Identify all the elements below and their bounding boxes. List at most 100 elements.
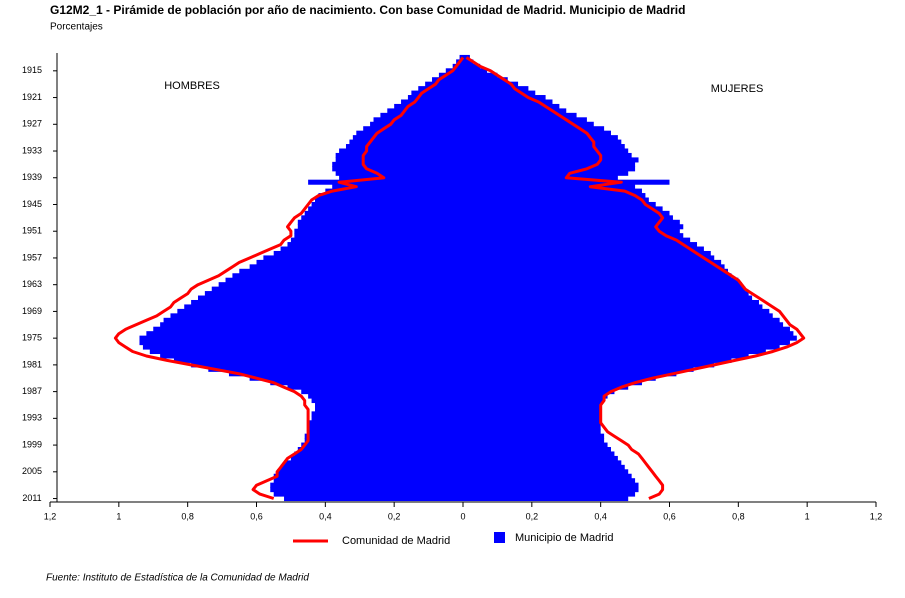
- bar: [463, 157, 639, 163]
- x-tick-label: 0,4: [594, 511, 607, 521]
- bar: [304, 433, 463, 439]
- bar: [463, 366, 694, 372]
- bar: [463, 357, 732, 363]
- bar: [153, 326, 463, 332]
- bar: [184, 304, 463, 310]
- bar: [463, 95, 546, 101]
- bar: [463, 375, 656, 381]
- y-tick-label: 1981: [22, 359, 42, 369]
- bar: [463, 415, 601, 421]
- bar: [463, 112, 577, 118]
- bar: [463, 313, 773, 319]
- bar: [463, 295, 753, 301]
- bar: [294, 233, 463, 239]
- bar: [463, 402, 601, 408]
- bar: [463, 210, 670, 216]
- y-tick-label: 1921: [22, 92, 42, 102]
- bar: [463, 411, 601, 417]
- bar: [463, 433, 605, 439]
- bar: [463, 121, 594, 127]
- bar: [284, 460, 463, 466]
- bar: [463, 340, 790, 346]
- bar: [315, 402, 463, 408]
- bar: [463, 148, 629, 154]
- bar: [280, 464, 463, 470]
- bar: [463, 215, 673, 221]
- bar: [463, 299, 759, 306]
- bar: [432, 77, 463, 83]
- bar: [325, 188, 463, 194]
- bar: [463, 464, 625, 470]
- x-tick-label: 0,4: [319, 511, 332, 521]
- bar: [287, 384, 463, 390]
- bar: [463, 188, 642, 194]
- y-tick-label: 1915: [22, 65, 42, 75]
- bar: [356, 130, 463, 136]
- right-label: MUJERES: [711, 83, 764, 95]
- bar: [273, 478, 463, 484]
- bar: [463, 201, 656, 208]
- bar: [463, 478, 636, 484]
- legend-swatch: [494, 532, 505, 543]
- bar: [380, 112, 463, 118]
- bar: [308, 420, 463, 426]
- bar: [463, 224, 684, 230]
- bar: [463, 420, 601, 426]
- bar: [463, 90, 536, 96]
- bar: [463, 135, 618, 141]
- bar: [225, 277, 463, 283]
- bar: [249, 264, 463, 270]
- bar: [463, 184, 636, 190]
- bar: [304, 438, 463, 444]
- y-tick-label: 1957: [22, 252, 42, 262]
- bar: [463, 455, 618, 461]
- x-tick-label: 1: [805, 511, 810, 521]
- bar: [142, 344, 464, 350]
- bar: [177, 308, 463, 314]
- bar: [463, 144, 625, 150]
- bar: [463, 317, 780, 323]
- bar: [332, 161, 463, 167]
- bar: [163, 317, 463, 323]
- bar: [228, 371, 463, 377]
- bar: [363, 126, 463, 132]
- x-tick-label: 0,8: [732, 511, 745, 521]
- bar: [411, 90, 463, 96]
- bar: [370, 121, 463, 127]
- bar: [463, 130, 611, 136]
- bar: [373, 117, 463, 123]
- bar: [463, 77, 508, 83]
- bar: [308, 393, 463, 399]
- bar: [339, 175, 463, 181]
- bar: [273, 250, 463, 257]
- bar: [463, 384, 629, 390]
- bar: [294, 451, 463, 457]
- bar: [273, 473, 463, 479]
- bar: [204, 291, 463, 297]
- bar: [301, 389, 463, 395]
- bar: [463, 161, 636, 167]
- y-tick-label: 1987: [22, 386, 42, 396]
- bar: [463, 473, 632, 479]
- bar: [463, 335, 797, 341]
- bar: [463, 81, 519, 87]
- bar: [463, 460, 622, 466]
- bar: [463, 264, 725, 270]
- bar: [463, 72, 498, 78]
- bar: [349, 139, 463, 145]
- bar: [308, 424, 463, 430]
- x-tick-label: 0,8: [181, 511, 194, 521]
- bar: [463, 282, 742, 288]
- bar: [463, 469, 629, 475]
- bar: [304, 210, 463, 216]
- bar: [401, 99, 463, 105]
- bar: [463, 63, 481, 69]
- bar: [463, 429, 601, 435]
- bar: [463, 438, 605, 444]
- bar: [463, 197, 649, 203]
- bar: [463, 487, 639, 493]
- bar: [463, 237, 691, 243]
- bar: [463, 86, 529, 92]
- bar: [139, 335, 463, 341]
